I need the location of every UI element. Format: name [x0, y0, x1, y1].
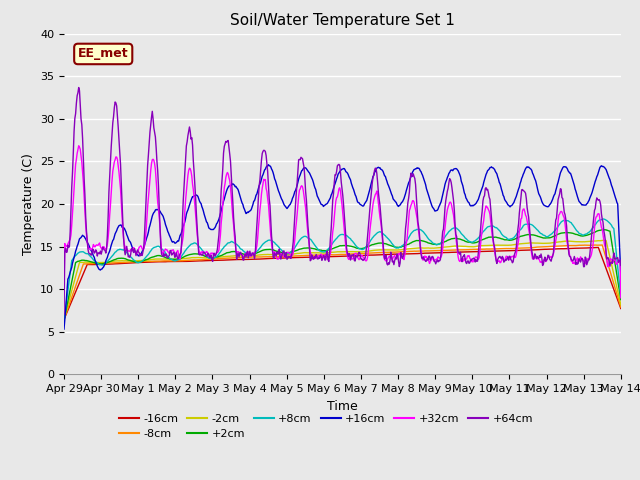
Text: EE_met: EE_met — [78, 48, 129, 60]
Legend: -16cm, -8cm, -2cm, +2cm, +8cm, +16cm, +32cm, +64cm: -16cm, -8cm, -2cm, +2cm, +8cm, +16cm, +3… — [114, 409, 538, 444]
X-axis label: Time: Time — [327, 400, 358, 413]
Title: Soil/Water Temperature Set 1: Soil/Water Temperature Set 1 — [230, 13, 455, 28]
Y-axis label: Temperature (C): Temperature (C) — [22, 153, 35, 255]
